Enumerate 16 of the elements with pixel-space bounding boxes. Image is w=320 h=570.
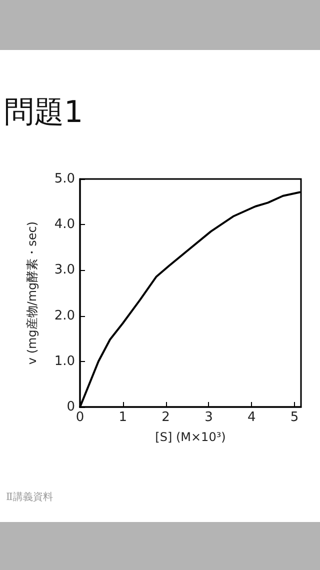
y-axis-title: v (mg産物/mg酵素・sec) xyxy=(25,221,39,365)
x-tick-label: 2 xyxy=(162,410,170,425)
y-tick-label: 5.0 xyxy=(54,172,75,186)
x-tick-label: 3 xyxy=(204,410,213,425)
text: Ⅱ講義資料 xyxy=(6,490,53,504)
x-tick-label: 1 xyxy=(118,410,128,425)
y-tick-label: 2.0 xyxy=(54,308,75,324)
x-axis-title: [S] (M×10³) xyxy=(155,430,226,444)
y-tick-label: 0 xyxy=(66,400,75,414)
y-tick-label: 1.0 xyxy=(54,354,75,369)
y-tick-label: 4.0 xyxy=(54,217,75,232)
x-tick-label: 5 xyxy=(290,410,299,425)
y-tick-label: 3.0 xyxy=(54,262,75,278)
chart-title: 問題1 xyxy=(4,94,84,132)
x-tick-label: 4 xyxy=(248,410,256,425)
x-tick-label: 0 xyxy=(76,410,84,425)
